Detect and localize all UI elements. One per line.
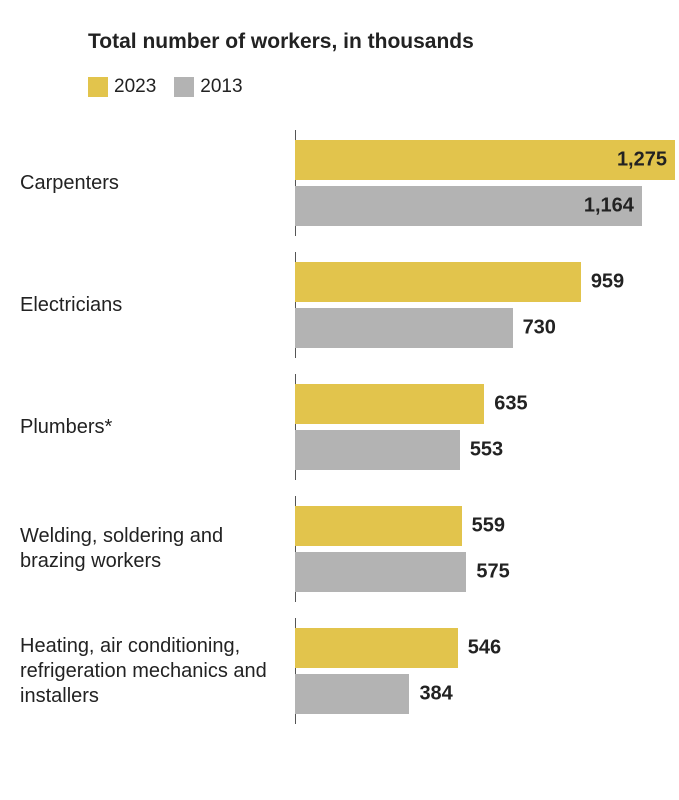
bar-value-2023: 546: [468, 637, 501, 660]
bar-value-2023: 959: [591, 271, 624, 294]
bar-value-2013: 384: [419, 683, 452, 706]
bar-value-2013: 553: [470, 439, 503, 462]
bar-value-2013: 1,164: [584, 195, 634, 218]
bar-group: 546 384: [295, 624, 675, 718]
category-label: Electricians: [20, 293, 295, 318]
bar-group: 1,275 1,164: [295, 136, 675, 230]
bar-2023: 635: [295, 384, 484, 424]
bar-group: 959 730: [295, 258, 675, 352]
chart-row: Welding, soldering and brazing workers55…: [20, 502, 659, 596]
bar-2013: 575: [295, 552, 466, 592]
bar-group: 635 553: [295, 380, 675, 474]
bar-2013: 730: [295, 308, 513, 348]
chart-row: Carpenters1,2751,164: [20, 136, 659, 230]
category-label: Heating, air conditioning, refrigeration…: [20, 634, 295, 709]
chart-title: Total number of workers, in thousands: [88, 30, 659, 54]
category-label: Plumbers*: [20, 415, 295, 440]
category-label: Carpenters: [20, 171, 295, 196]
bar-2013: 1,164: [295, 186, 642, 226]
legend-item-2023: 2023: [88, 76, 156, 98]
chart-row: Plumbers*635553: [20, 380, 659, 474]
bar-value-2023: 559: [472, 515, 505, 538]
bar-value-2023: 635: [494, 393, 527, 416]
bar-2023: 1,275: [295, 140, 675, 180]
chart-body: Carpenters1,2751,164Electricians959730Pl…: [20, 136, 659, 718]
bar-group: 559 575: [295, 502, 675, 596]
chart-row: Heating, air conditioning, refrigeration…: [20, 624, 659, 718]
legend-swatch-2013: [174, 77, 194, 97]
legend-label-2013: 2013: [200, 76, 242, 98]
bar-value-2013: 575: [476, 561, 509, 584]
bar-value-2023: 1,275: [617, 149, 667, 172]
legend-swatch-2023: [88, 77, 108, 97]
legend-label-2023: 2023: [114, 76, 156, 98]
chart-row: Electricians959730: [20, 258, 659, 352]
bar-value-2013: 730: [523, 317, 556, 340]
category-label: Welding, soldering and brazing workers: [20, 524, 295, 574]
bar-2023: 559: [295, 506, 462, 546]
bar-2023: 546: [295, 628, 458, 668]
bar-2013: 553: [295, 430, 460, 470]
legend: 2023 2013: [88, 76, 659, 98]
legend-item-2013: 2013: [174, 76, 242, 98]
bar-2013: 384: [295, 674, 409, 714]
bar-2023: 959: [295, 262, 581, 302]
